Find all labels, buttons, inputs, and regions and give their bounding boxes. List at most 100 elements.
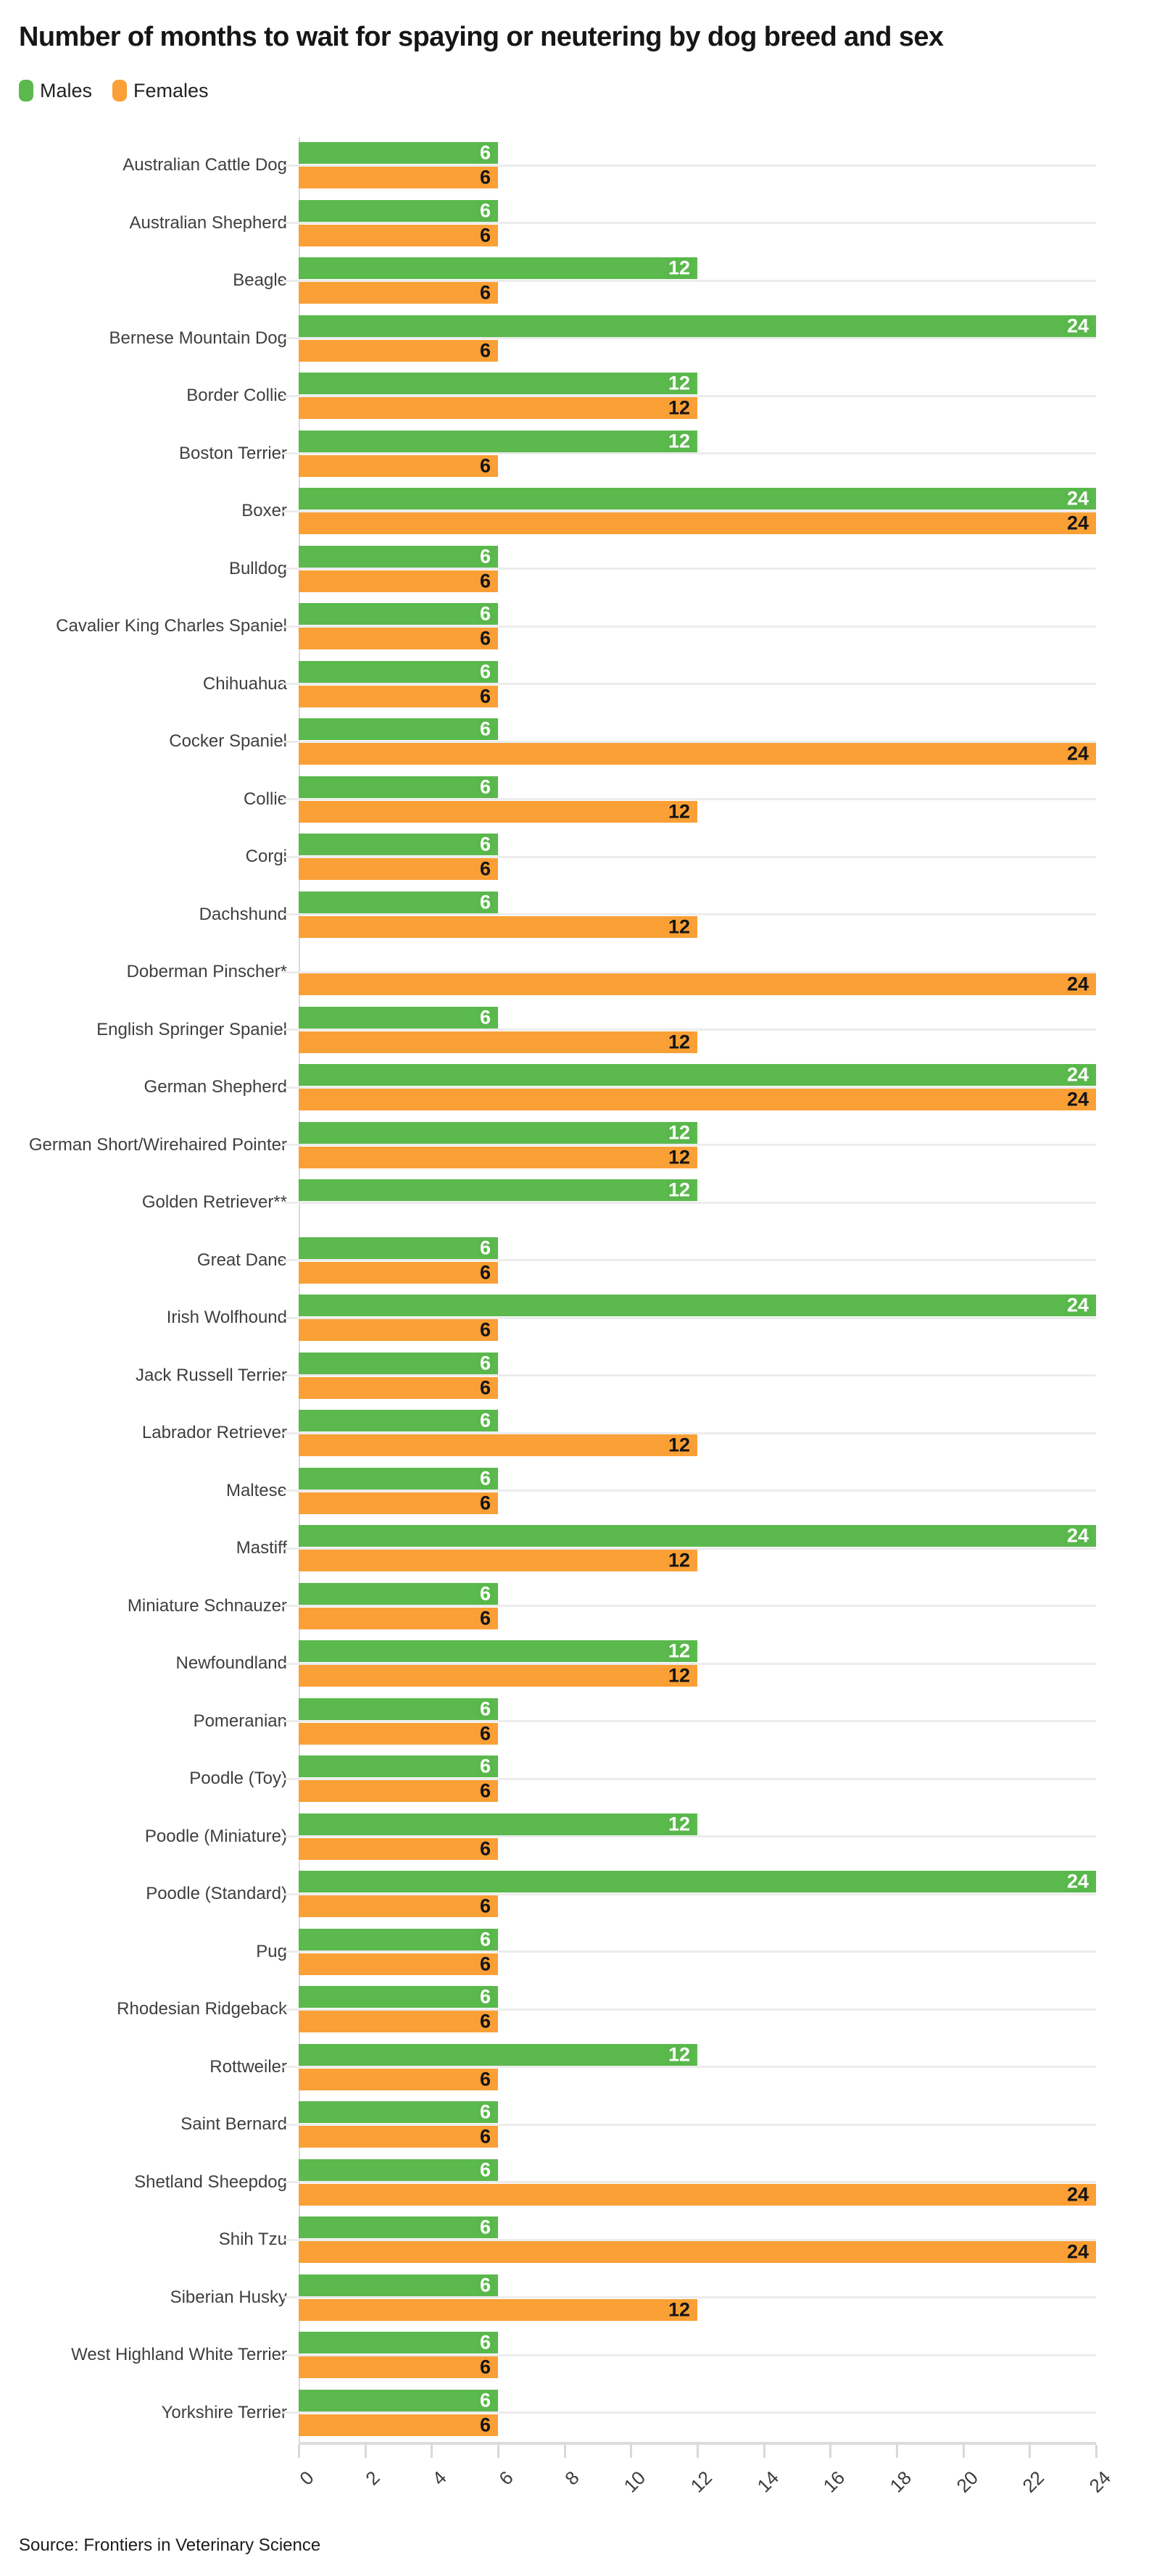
category-label: Labrador Retriever bbox=[141, 1423, 287, 1443]
category-label: Irish Wolfhound bbox=[166, 1308, 287, 1328]
chart-row: Border Collie 12 12 bbox=[0, 367, 1154, 425]
males-legend-label: Males bbox=[40, 79, 93, 101]
x-tick-mark bbox=[697, 2444, 699, 2458]
males-bar-value: 6 bbox=[479, 1006, 491, 1029]
females-bar: 6 bbox=[299, 570, 498, 592]
category-label: Border Collie bbox=[186, 386, 287, 406]
category-gridline bbox=[283, 1835, 1096, 1838]
x-tick-label: 10 bbox=[619, 2466, 650, 2497]
category-label: Poodle (Miniature) bbox=[144, 1826, 287, 1846]
bar-area: 6 6 bbox=[283, 1577, 1096, 1635]
females-bar-value: 6 bbox=[479, 1261, 491, 1284]
females-bar: 6 bbox=[299, 857, 498, 881]
bar-area: 6 6 bbox=[283, 828, 1096, 886]
males-bar-value: 24 bbox=[1066, 1524, 1089, 1547]
category-gridline bbox=[283, 164, 1096, 167]
females-bar-value: 6 bbox=[479, 166, 491, 188]
x-axis-line bbox=[299, 2441, 1096, 2445]
females-bar-value: 24 bbox=[1066, 973, 1089, 995]
x-tick-label: 14 bbox=[752, 2466, 783, 2497]
males-bar: 6 bbox=[299, 660, 498, 683]
females-bar: 6 bbox=[299, 282, 498, 304]
bar-area: 24 6 bbox=[283, 1866, 1096, 1924]
bar-area: 6 6 bbox=[283, 1692, 1096, 1750]
x-tick-mark bbox=[630, 2444, 633, 2458]
chart-row: Bernese Mountain Dog 24 6 bbox=[0, 309, 1154, 367]
males-bar-value: 6 bbox=[479, 1928, 491, 1950]
x-tick-mark bbox=[829, 2444, 832, 2458]
males-bar-value: 6 bbox=[479, 2389, 491, 2411]
females-bar: 12 bbox=[299, 915, 697, 938]
females-bar: 24 bbox=[299, 2183, 1096, 2206]
bar-area: 6 12 bbox=[283, 770, 1096, 828]
chart-row: Collie 6 12 bbox=[0, 770, 1154, 828]
category-label: Boston Terrier bbox=[179, 443, 287, 463]
males-bar-value: 6 bbox=[479, 2331, 491, 2353]
males-bar: 24 bbox=[299, 488, 1096, 510]
category-gridline bbox=[283, 279, 1096, 282]
females-bar: 6 bbox=[299, 2126, 498, 2148]
females-bar-value: 6 bbox=[479, 857, 491, 880]
females-bar: 12 bbox=[299, 2298, 697, 2321]
males-bar-value: 12 bbox=[668, 2043, 690, 2066]
males-bar-value: 6 bbox=[479, 1698, 491, 1720]
category-gridline bbox=[283, 2353, 1096, 2356]
chart-row: Great Dane 6 6 bbox=[0, 1231, 1154, 1289]
chart-row: Beagle 12 6 bbox=[0, 252, 1154, 310]
females-bar-value: 12 bbox=[668, 1664, 690, 1687]
category-label: Collie bbox=[243, 789, 287, 809]
category-gridline bbox=[283, 452, 1096, 455]
chart-row: Newfoundland 12 12 bbox=[0, 1635, 1154, 1693]
category-gridline bbox=[283, 1316, 1096, 1319]
females-bar-value: 6 bbox=[479, 224, 491, 246]
x-tick-mark bbox=[962, 2444, 965, 2458]
chart-row: German Shepherd 24 24 bbox=[0, 1059, 1154, 1117]
x-tick-label: 22 bbox=[1018, 2466, 1049, 2497]
females-bar-value: 6 bbox=[479, 1953, 491, 1975]
males-bar: 6 bbox=[299, 718, 498, 741]
chart-row: Pomeranian 6 6 bbox=[0, 1692, 1154, 1750]
bar-area: 24 6 bbox=[283, 309, 1096, 367]
x-tick-mark bbox=[298, 2444, 300, 2458]
bar-area: 12 12 bbox=[283, 367, 1096, 425]
females-bar-value: 6 bbox=[479, 1492, 491, 1514]
males-bar-value: 6 bbox=[479, 2101, 491, 2123]
category-label: Dachshund bbox=[199, 904, 287, 924]
females-bar: 6 bbox=[299, 628, 498, 650]
category-gridline bbox=[283, 2123, 1096, 2126]
females-bar-value: 6 bbox=[479, 2010, 491, 2032]
category-gridline bbox=[283, 2238, 1096, 2241]
males-bar: 6 bbox=[299, 545, 498, 568]
males-bar-value: 24 bbox=[1066, 1870, 1089, 1892]
females-bar: 12 bbox=[299, 397, 697, 420]
males-bar-value: 24 bbox=[1066, 487, 1089, 510]
males-bar-value: 6 bbox=[479, 1409, 491, 1432]
category-gridline bbox=[283, 1029, 1096, 1031]
chart-row: Dachshund 6 12 bbox=[0, 886, 1154, 944]
chart-row: Australian Cattle Dog 6 6 bbox=[0, 137, 1154, 195]
females-bar: 12 bbox=[299, 1434, 697, 1457]
females-bar: 6 bbox=[299, 1953, 498, 1975]
chart-row: Shih Tzu 6 24 bbox=[0, 2211, 1154, 2269]
bar-area: 6 6 bbox=[283, 1462, 1096, 1520]
category-label: Great Dane bbox=[196, 1250, 287, 1270]
females-bar-value: 12 bbox=[668, 915, 690, 938]
category-gridline bbox=[283, 510, 1096, 512]
chart-title: Number of months to wait for spaying or … bbox=[19, 22, 944, 52]
bar-area: 6 12 bbox=[283, 886, 1096, 944]
legend: Males Females bbox=[19, 80, 1154, 102]
bar-area: 6 6 bbox=[283, 540, 1096, 598]
chart-row: German Short/Wirehaired Pointer 12 12 bbox=[0, 1116, 1154, 1174]
bar-area: 6 12 bbox=[283, 2269, 1096, 2327]
females-bar: 24 bbox=[299, 973, 1096, 996]
males-bar-value: 6 bbox=[479, 2216, 491, 2238]
chart-row: Australian Shepherd 6 6 bbox=[0, 194, 1154, 252]
chart-row: Shetland Sheepdog 6 24 bbox=[0, 2153, 1154, 2211]
bar-chart: Australian Cattle Dog 6 6 Australian She… bbox=[0, 136, 1154, 2533]
males-bar-value: 6 bbox=[479, 1755, 491, 1777]
males-bar-value: 6 bbox=[479, 1582, 491, 1605]
females-bar-value: 6 bbox=[479, 1895, 491, 1917]
category-gridline bbox=[283, 740, 1096, 743]
females-bar: 6 bbox=[299, 2356, 498, 2379]
category-label: Jack Russell Terrier bbox=[136, 1365, 287, 1385]
